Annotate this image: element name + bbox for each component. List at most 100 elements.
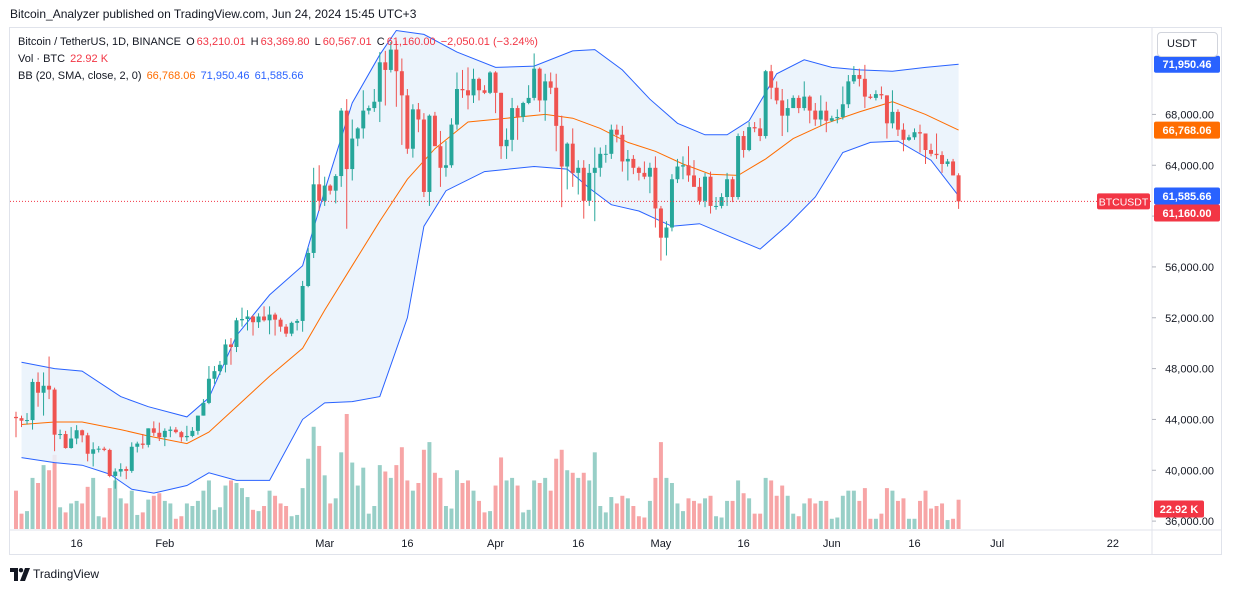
candle-body [488,72,493,93]
candle-body [234,320,239,347]
candle-body [157,432,162,438]
volume-bar [548,490,553,529]
candle-body [636,167,641,173]
candle-body [620,134,625,162]
volume-bar [680,511,685,529]
volume-bar [581,472,586,529]
volume-bar [576,477,581,529]
volume-bar [63,512,68,529]
candle-body [725,179,730,198]
volume-bar [769,480,774,529]
volume-bar [675,503,680,529]
volume-bar [951,518,956,529]
candle-body [63,434,68,449]
volume-bar [730,500,735,529]
volume-bar [929,508,934,529]
candle-body [311,184,316,253]
volume-bar [488,511,493,529]
volume-bars [14,414,961,529]
candle-body [857,75,862,79]
volume-bar [454,470,459,529]
volume-bar [559,449,564,529]
volume-bar [504,480,509,529]
volume-bar [333,498,338,529]
candle-body [851,75,856,82]
volume-bar [763,477,768,529]
volume-bar [636,516,641,529]
candle-body [692,175,696,187]
candle-body [454,89,459,125]
volume-bar [647,500,652,529]
candle-body [399,71,404,96]
volume-bar [824,500,829,529]
volume-bar [91,477,96,529]
candle-body [680,165,685,167]
currency-button[interactable]: USDT [1157,32,1218,57]
candle-body [769,71,774,88]
tradingview-brand[interactable]: TradingView [10,567,99,581]
volume-bar [317,445,322,529]
volume-bar [113,480,118,529]
x-tick-label: May [651,538,672,550]
candle-body [780,100,785,116]
candle-body [686,165,691,176]
volume-bar [686,498,691,529]
y-tick-label: 48,000.00 [1165,364,1214,376]
price-label-text: 66,768.06 [1163,125,1212,137]
candle-body [361,110,366,129]
volume-bar [256,511,261,529]
volume-bar [245,497,250,529]
candle-body [791,97,796,109]
volume-bar [471,490,476,529]
candle-body [708,176,713,206]
volume-bar [52,454,57,529]
candle-body [190,430,195,436]
bollinger-lower-line [21,140,959,494]
price-label-box [1154,187,1220,205]
candle-body [339,110,344,177]
y-tick-label: 56,000.00 [1165,262,1214,274]
volume-bar [173,518,178,529]
legend-open: 63,210.01 [196,36,246,48]
volume-bar [306,458,311,529]
candle-body [96,448,101,450]
candle-body [956,175,961,202]
volume-bar [565,470,570,529]
legend-volume-label[interactable]: Vol · BTC [18,53,66,65]
x-tick-label: Feb [155,538,174,550]
volume-bar [295,514,300,529]
volume-bar [868,518,873,529]
candle-body [802,96,807,109]
legend-bb-label[interactable]: BB (20, SMA, close, 2, 0) [18,70,142,82]
bollinger-upper-line [21,29,959,418]
x-tick-label: 16 [572,538,584,550]
y-tick-label: 40,000.00 [1165,465,1214,477]
candle-body [388,49,393,70]
volume-bar [515,485,520,529]
volume-bar [449,508,454,529]
volume-bar [714,516,719,529]
volume-bar [543,477,548,529]
volume-bar [262,506,267,529]
candle-body [328,185,333,191]
candle-body [47,385,52,390]
volume-bar [780,485,785,529]
volume-bar [918,500,922,529]
candle-body [107,449,112,476]
candle-body [796,97,801,109]
legend-symbol[interactable]: Bitcoin / TetherUS, 1D, BINANCE [18,36,182,48]
volume-bar [945,520,950,529]
volume-bar [124,503,129,529]
candle-body [151,428,156,433]
x-tick-label: 22 [1107,538,1119,550]
candle-body [515,108,520,117]
candle-body [317,184,322,201]
tradingview-logo-icon [10,568,30,581]
candle-body [410,109,415,149]
volume-bar [179,516,184,529]
candle-body [460,89,465,91]
volume-bar [499,457,504,529]
volume-bar [592,452,597,529]
price-label-box [1154,204,1220,222]
